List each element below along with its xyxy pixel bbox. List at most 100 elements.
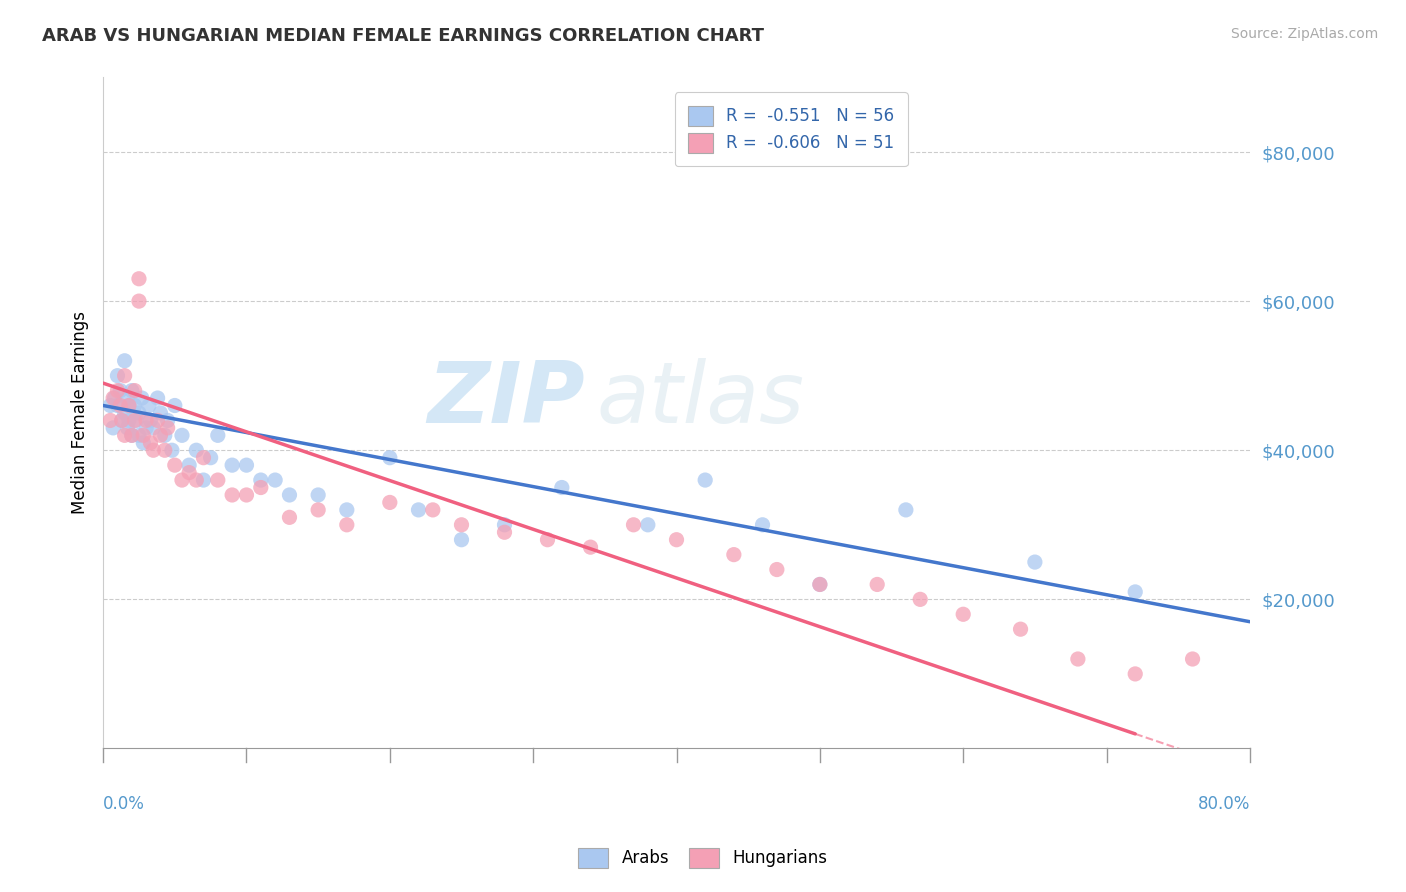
Point (163, 399, 186, 413)
Point (124, 399, 146, 413)
Point (139, 435, 162, 450)
Y-axis label: Median Female Earnings: Median Female Earnings (72, 311, 89, 515)
Point (107, 399, 129, 413)
Point (378, 495, 401, 509)
Point (307, 503, 329, 517)
Point (866, 577, 889, 591)
Point (450, 533, 472, 547)
Point (121, 384, 143, 398)
Point (111, 413, 134, 427)
Text: ZIP: ZIP (427, 358, 585, 441)
Point (135, 413, 157, 427)
Point (146, 391, 169, 405)
Point (124, 413, 146, 427)
Text: atlas: atlas (596, 358, 804, 441)
Point (307, 488, 329, 502)
Point (952, 607, 974, 622)
Point (249, 473, 271, 487)
Point (101, 391, 124, 405)
Point (808, 577, 831, 591)
Point (128, 406, 150, 420)
Point (1123, 667, 1146, 681)
Point (193, 450, 215, 465)
Point (766, 562, 789, 576)
Point (128, 428, 150, 442)
Point (149, 428, 172, 442)
Point (450, 517, 472, 532)
Legend: R =  -0.551   N = 56, R =  -0.606   N = 51: R = -0.551 N = 56, R = -0.606 N = 51 (675, 93, 908, 167)
Point (551, 481, 574, 495)
Point (751, 517, 773, 532)
Point (132, 428, 155, 442)
Legend: Arabs, Hungarians: Arabs, Hungarians (572, 841, 834, 875)
Point (808, 577, 831, 591)
Point (118, 399, 141, 413)
Point (623, 517, 645, 532)
Point (101, 421, 124, 435)
Point (637, 517, 659, 532)
Point (163, 458, 186, 472)
Point (118, 413, 141, 427)
Point (221, 458, 243, 472)
Point (193, 473, 215, 487)
Point (117, 391, 139, 405)
Point (186, 443, 208, 458)
Point (378, 450, 401, 465)
Point (98, 399, 121, 413)
Point (114, 428, 136, 442)
Point (278, 510, 301, 524)
Point (579, 540, 602, 554)
Point (124, 384, 146, 398)
Point (117, 421, 139, 435)
Point (179, 466, 201, 480)
Point (336, 517, 359, 532)
Point (665, 533, 688, 547)
Point (107, 384, 129, 398)
Point (114, 406, 136, 420)
Point (200, 450, 222, 465)
Point (494, 525, 516, 540)
Point (170, 473, 193, 487)
Point (142, 443, 165, 458)
Point (132, 435, 155, 450)
Point (135, 421, 157, 435)
Point (422, 503, 444, 517)
Point (121, 428, 143, 442)
Point (207, 473, 229, 487)
Point (107, 368, 129, 383)
Point (494, 517, 516, 532)
Point (235, 458, 257, 472)
Point (408, 503, 430, 517)
Text: 0.0%: 0.0% (103, 796, 145, 814)
Point (121, 428, 143, 442)
Point (1010, 622, 1032, 636)
Point (278, 488, 301, 502)
Point (149, 406, 172, 420)
Point (160, 443, 183, 458)
Point (156, 413, 179, 427)
Point (179, 458, 201, 472)
Point (336, 503, 359, 517)
Point (186, 473, 208, 487)
Point (146, 413, 169, 427)
Point (131, 391, 153, 405)
Text: Source: ZipAtlas.com: Source: ZipAtlas.com (1230, 27, 1378, 41)
Point (153, 443, 176, 458)
Point (1024, 555, 1046, 569)
Point (98, 413, 121, 427)
Point (207, 428, 229, 442)
Point (908, 592, 931, 607)
Point (1067, 652, 1090, 666)
Point (114, 368, 136, 383)
Point (249, 481, 271, 495)
Point (221, 488, 243, 502)
Point (1181, 652, 1204, 666)
Point (156, 421, 179, 435)
Point (723, 548, 745, 562)
Point (104, 391, 127, 405)
Point (695, 473, 717, 487)
Point (1123, 585, 1146, 599)
Point (142, 421, 165, 435)
Point (118, 399, 141, 413)
Point (125, 413, 148, 427)
